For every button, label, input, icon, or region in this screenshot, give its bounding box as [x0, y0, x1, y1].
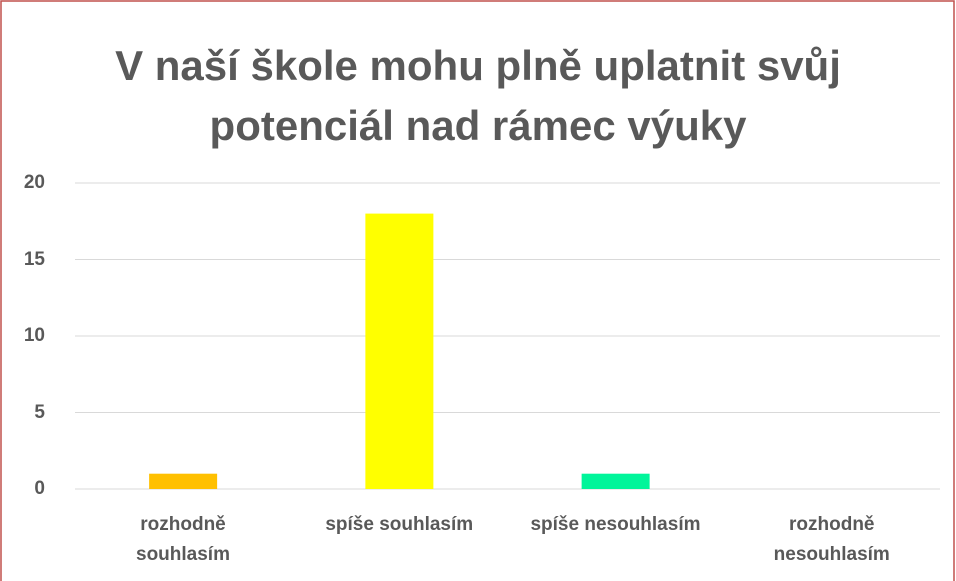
- chart-title: V naší škole mohu plně uplatnit svůj pot…: [115, 42, 841, 149]
- y-tick-label: 10: [23, 325, 45, 346]
- y-tick-label: 0: [34, 478, 45, 499]
- x-tick-label: spíše souhlasím: [325, 514, 474, 535]
- x-tick-label: spíše nesouhlasím: [530, 514, 701, 535]
- y-tick-label: 20: [23, 172, 45, 193]
- x-tick-label: rozhodně souhlasím: [136, 514, 230, 565]
- bar: [365, 213, 434, 489]
- y-tick-label: 15: [23, 248, 45, 270]
- x-tick-label: rozhodně nesouhlasím: [773, 514, 890, 565]
- bar: [581, 473, 650, 489]
- bar: [149, 473, 218, 489]
- y-tick-label: 5: [34, 401, 45, 423]
